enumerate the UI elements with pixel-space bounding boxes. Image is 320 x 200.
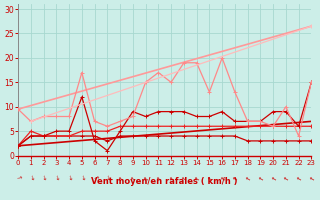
Text: ←: ←	[206, 175, 213, 182]
Text: ←: ←	[155, 175, 162, 182]
Text: ↘: ↘	[104, 175, 111, 182]
Text: ←: ←	[282, 175, 289, 182]
Text: ↘: ↘	[66, 175, 73, 182]
Text: ↗: ↗	[15, 175, 22, 182]
Text: ←: ←	[168, 175, 175, 182]
Text: ←: ←	[231, 175, 238, 182]
Text: ←: ←	[116, 175, 124, 182]
Text: ↘: ↘	[27, 175, 34, 182]
Text: ←: ←	[270, 175, 277, 182]
Text: ←: ←	[180, 175, 188, 182]
Text: ←: ←	[129, 175, 136, 182]
Text: ←: ←	[142, 175, 149, 182]
Text: ←: ←	[193, 175, 200, 182]
Text: ↘: ↘	[40, 175, 47, 182]
Text: ←: ←	[219, 175, 226, 182]
Text: ←: ←	[244, 175, 251, 182]
Text: ←: ←	[295, 175, 302, 182]
Text: ↗: ↗	[91, 175, 98, 182]
Text: ↘: ↘	[53, 175, 60, 182]
X-axis label: Vent moyen/en rafales ( km/h ): Vent moyen/en rafales ( km/h )	[92, 177, 238, 186]
Text: ↘: ↘	[78, 175, 85, 182]
Text: ←: ←	[257, 175, 264, 182]
Text: ←: ←	[308, 175, 315, 182]
